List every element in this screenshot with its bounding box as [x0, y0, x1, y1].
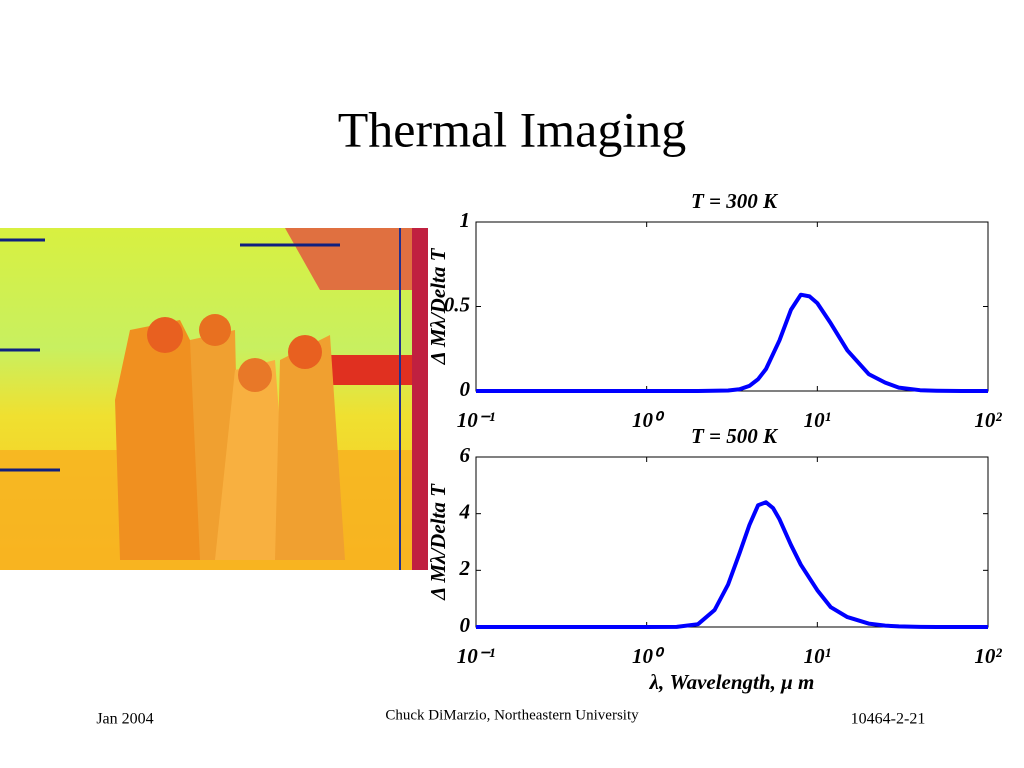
data-line [476, 500, 988, 629]
y-tick-label: 6 [460, 443, 471, 467]
x-axis-label: λ, Wavelength, μ m [649, 670, 815, 694]
y-tick-label: 1 [460, 208, 471, 232]
slide-title: Thermal Imaging [338, 101, 687, 157]
x-tick-label: 10¹ [804, 644, 831, 668]
y-tick-label: 0 [460, 377, 471, 401]
y-tick-label: 2 [459, 556, 471, 580]
x-tick-label: 10⁻¹ [457, 408, 495, 432]
x-tick-label: 10⁰ [632, 408, 665, 432]
y-tick-label: 4 [459, 499, 471, 523]
y-axis-label: Δ Mλ/Delta T [426, 247, 450, 365]
footer-author: Chuck DiMarzio, Northeastern University [385, 707, 639, 723]
plot-area [475, 221, 989, 392]
plot-area [475, 456, 989, 628]
chart-title: T = 300 K [691, 189, 779, 213]
x-tick-label: 10⁰ [632, 644, 665, 668]
y-tick-label: 0 [460, 613, 471, 637]
y-axis-label: Δ Mλ/Delta T [426, 483, 450, 601]
thermal-image [0, 228, 428, 570]
x-tick-label: 10⁻¹ [457, 644, 495, 668]
y-tick-label: 0.5 [444, 292, 470, 316]
footer-date: Jan 2004 [96, 711, 153, 728]
x-tick-label: 10¹ [804, 408, 831, 432]
chart-title: T = 500 K [691, 424, 779, 448]
x-tick-label: 10² [974, 408, 1002, 432]
footer-slide-id: 10464-2-21 [851, 711, 926, 728]
data-line [476, 292, 988, 393]
x-tick-label: 10² [974, 644, 1002, 668]
